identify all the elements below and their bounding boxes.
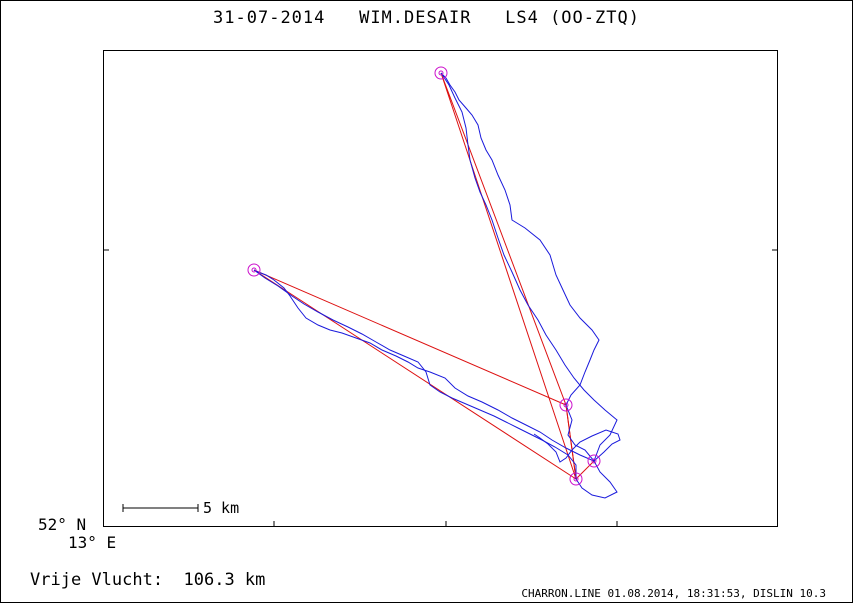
turnpoint-marker-west	[247, 263, 261, 277]
task-leg-west	[253, 269, 577, 481]
turnpoints	[247, 66, 601, 486]
gps-track	[253, 72, 621, 499]
task-leg-finish	[575, 460, 595, 480]
latitude-label: 52° N	[38, 515, 87, 534]
track-final	[533, 429, 621, 463]
task-lines	[253, 72, 595, 481]
free-flight-distance: Vrije Vlucht: 106.3 km	[30, 570, 266, 590]
turnpoint-marker-finish	[587, 454, 601, 468]
scale-label: 5 km	[203, 499, 240, 517]
task-leg-north	[440, 72, 577, 480]
map-area	[103, 50, 778, 527]
turnpoint-marker-north	[434, 66, 448, 80]
turnpoint-marker-south	[569, 472, 583, 486]
track-west-back	[253, 269, 618, 499]
axis-ticks	[103, 249, 778, 527]
flight-title: 31-07-2014 WIM.DESAIR LS4 (OO-ZTQ)	[213, 8, 640, 28]
track-north-out	[440, 72, 600, 462]
track-west-out	[253, 269, 595, 462]
footer-credit: CHARRON.LINE 01.08.2014, 18:31:53, DISLI…	[521, 587, 826, 600]
longitude-label: 13° E	[68, 533, 117, 552]
track-north-back	[440, 72, 618, 462]
turnpoint-marker-mid	[559, 398, 573, 412]
scale-bar	[122, 504, 199, 512]
